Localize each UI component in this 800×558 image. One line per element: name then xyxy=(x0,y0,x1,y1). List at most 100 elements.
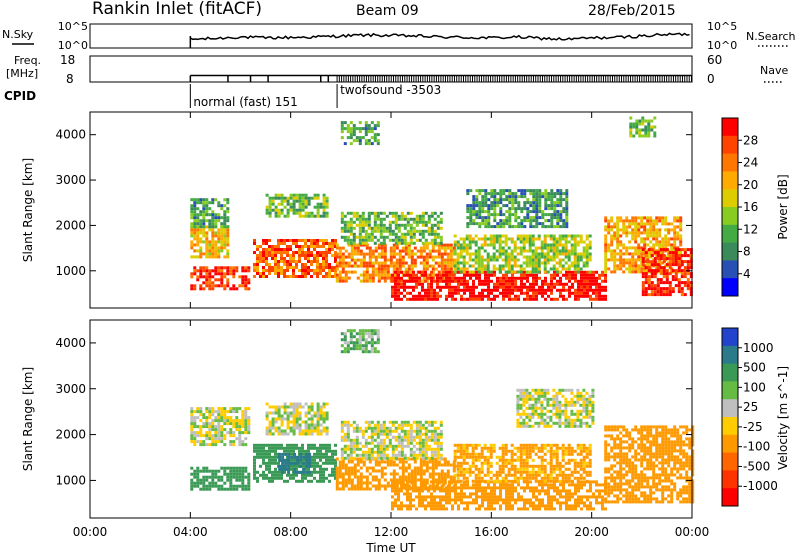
heatmap-cell xyxy=(205,434,208,437)
heatmap-cell xyxy=(217,219,220,222)
heatmap-cell xyxy=(673,216,676,219)
heatmap-cell xyxy=(613,249,616,252)
heatmap-cell xyxy=(371,212,374,215)
heatmap-cell xyxy=(202,216,205,219)
heatmap-cell xyxy=(406,507,409,510)
heatmap-cell xyxy=(226,410,229,413)
heatmap-cell xyxy=(426,262,429,265)
heatmap-cell xyxy=(226,207,229,210)
heatmap-cell xyxy=(550,235,553,238)
heatmap-cell xyxy=(244,287,247,290)
heatmap-cell xyxy=(387,268,390,271)
heatmap-cell xyxy=(562,244,565,247)
heatmap-cell xyxy=(371,230,374,233)
heatmap-cell xyxy=(363,265,366,268)
heatmap-cell xyxy=(651,260,654,263)
heatmap-cell xyxy=(317,215,320,218)
heatmap-cell xyxy=(529,289,532,292)
heatmap-cell xyxy=(211,413,214,416)
heatmap-cell xyxy=(466,247,469,250)
heatmap-cell xyxy=(394,492,397,495)
heatmap-cell xyxy=(304,266,307,269)
heatmap-cell xyxy=(298,269,301,272)
heatmap-cell xyxy=(331,471,334,474)
heatmap-cell xyxy=(371,239,374,242)
heatmap-cell xyxy=(408,253,411,256)
heatmap-cell xyxy=(202,440,205,443)
heatmap-cell xyxy=(508,222,511,225)
y-tick-label: 2000 xyxy=(55,218,86,232)
heatmap-cell xyxy=(326,418,329,421)
heatmap-cell xyxy=(419,233,422,236)
heatmap-cell xyxy=(559,262,562,265)
heatmap-cell xyxy=(508,292,511,295)
heatmap-cell xyxy=(323,427,326,430)
heatmap-cell xyxy=(281,459,284,462)
heatmap-cell xyxy=(281,421,284,424)
heatmap-cell xyxy=(313,254,316,257)
heatmap-cell xyxy=(214,440,217,443)
heatmap-cell xyxy=(475,235,478,238)
heatmap-cell xyxy=(217,278,220,281)
heatmap-cell xyxy=(351,271,354,274)
heatmap-cell xyxy=(559,238,562,241)
heatmap-cell xyxy=(265,257,268,260)
heatmap-cell xyxy=(493,201,496,204)
heatmap-cell xyxy=(547,198,550,201)
heatmap-cell xyxy=(193,287,196,290)
heatmap-cell xyxy=(523,298,526,301)
heatmap-cell xyxy=(363,259,366,262)
heatmap-cell xyxy=(407,436,410,439)
heatmap-cell xyxy=(286,474,289,477)
heatmap-cell xyxy=(278,406,281,409)
heatmap-cell xyxy=(381,271,384,274)
heatmap-cell xyxy=(417,470,420,473)
heatmap-cell xyxy=(275,194,278,197)
heatmap-cell xyxy=(559,210,562,213)
heatmap-cell xyxy=(214,416,217,419)
heatmap-cell xyxy=(274,254,277,257)
beam-title: Beam 09 xyxy=(356,3,419,19)
heatmap-cell xyxy=(571,286,574,289)
heatmap-cell xyxy=(274,266,277,269)
heatmap-cell xyxy=(366,277,369,280)
heatmap-cell xyxy=(481,262,484,265)
heatmap-cell xyxy=(283,251,286,254)
heatmap-cell xyxy=(571,235,574,238)
heatmap-cell xyxy=(532,256,535,259)
heatmap-cell xyxy=(202,240,205,243)
heatmap-cell xyxy=(433,295,436,298)
heatmap-cell xyxy=(648,248,651,251)
heatmap-cell xyxy=(287,424,290,427)
heatmap-cell xyxy=(232,485,235,488)
heatmap-cell xyxy=(229,488,232,491)
heatmap-cell xyxy=(232,269,235,272)
heatmap-cell xyxy=(325,450,328,453)
heatmap-cell xyxy=(544,198,547,201)
heatmap-cell xyxy=(347,230,350,233)
heatmap-cell xyxy=(378,271,381,274)
heatmap-cell xyxy=(374,427,377,430)
heatmap-cell xyxy=(375,461,378,464)
heatmap-cell xyxy=(535,195,538,198)
heatmap-cell xyxy=(433,289,436,292)
heatmap-cell xyxy=(589,256,592,259)
heatmap-cell xyxy=(574,274,577,277)
heatmap-cell xyxy=(381,253,384,256)
heatmap-cell xyxy=(447,247,450,250)
heatmap-cell xyxy=(417,479,420,482)
heatmap-cell xyxy=(505,238,508,241)
heatmap-cell xyxy=(205,278,208,281)
heatmap-cell xyxy=(589,274,592,277)
heatmap-cell xyxy=(493,198,496,201)
heatmap-cell xyxy=(526,259,529,262)
heatmap-cell xyxy=(268,245,271,248)
heatmap-cell xyxy=(645,266,648,269)
heatmap-cell xyxy=(384,280,387,283)
heatmap-cell xyxy=(502,253,505,256)
heatmap-cell xyxy=(226,243,229,246)
heatmap-cell xyxy=(425,451,428,454)
heatmap-cell xyxy=(205,431,208,434)
heatmap-cell xyxy=(427,289,430,292)
heatmap-cell xyxy=(676,219,679,222)
